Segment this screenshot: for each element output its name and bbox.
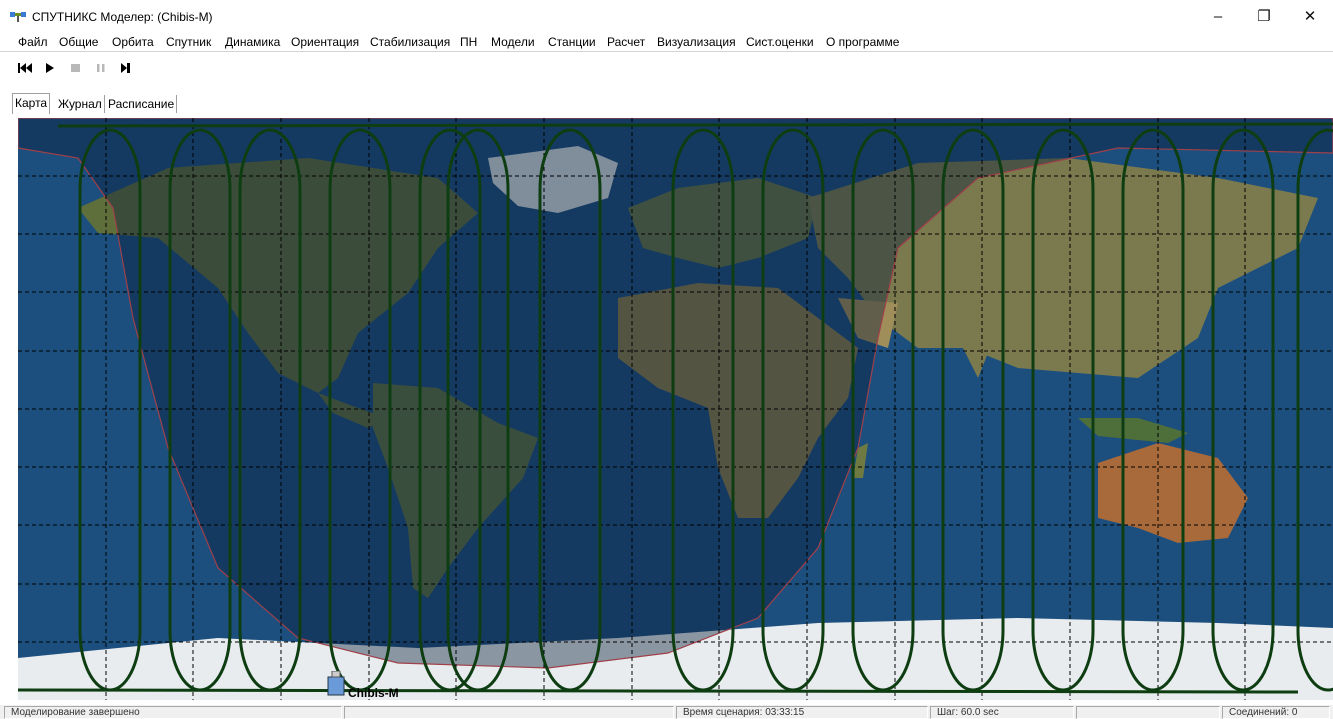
- menu-satellite[interactable]: Спутник: [166, 35, 212, 49]
- menu-system-evaluation[interactable]: Сист.оценки: [746, 35, 814, 49]
- status-connections: Соединений: 0: [1222, 706, 1330, 719]
- europe: [628, 178, 818, 268]
- menu-orientation[interactable]: Ориентация: [291, 35, 360, 49]
- satellite-app-icon: [10, 12, 26, 22]
- menu-dynamics[interactable]: Динамика: [225, 35, 281, 49]
- step-forward-icon[interactable]: [117, 60, 135, 76]
- tab-map[interactable]: Карта: [12, 93, 51, 114]
- menu-visualization[interactable]: Визуализация: [657, 35, 736, 49]
- map-grid: [18, 118, 1333, 700]
- minimize-button[interactable]: –: [1213, 7, 1223, 25]
- madagascar: [853, 443, 868, 478]
- status-cell-empty-2: [1076, 706, 1220, 719]
- india: [948, 318, 998, 378]
- greenland: [488, 146, 618, 213]
- north-america: [78, 158, 478, 393]
- menu-stations[interactable]: Станции: [548, 35, 596, 49]
- tab-strip: Карта Журнал Расписание: [0, 93, 1333, 115]
- ground-track: [18, 122, 1333, 694]
- window-title: СПУТНИКС Моделер: (Chibis-M): [32, 10, 213, 24]
- stop-icon[interactable]: [67, 60, 85, 76]
- menu-about[interactable]: О программе: [826, 35, 900, 49]
- status-cell-empty-1: [344, 706, 674, 719]
- satellite-icon[interactable]: [326, 671, 346, 697]
- maximize-button[interactable]: ❐: [1257, 8, 1271, 25]
- status-bar: Моделирование завершено Время сценария: …: [0, 705, 1333, 719]
- map-canvas: [18, 118, 1333, 700]
- menu-calculation[interactable]: Расчет: [607, 35, 646, 49]
- indonesia: [1078, 418, 1188, 443]
- menu-orbit[interactable]: Орбита: [112, 35, 154, 49]
- asia: [808, 158, 1318, 378]
- tab-schedule[interactable]: Расписание: [106, 95, 178, 113]
- play-icon[interactable]: [41, 60, 59, 76]
- skip-to-start-icon[interactable]: [16, 60, 34, 76]
- menu-general[interactable]: Общие: [59, 35, 99, 49]
- menu-bar: Файл Общие Орбита Спутник Динамика Ориен…: [0, 33, 1333, 52]
- africa: [618, 283, 858, 518]
- toolbar: [0, 56, 1333, 80]
- status-scenario-time: Время сценария: 03:33:15: [676, 706, 928, 719]
- satellite-label: Chibis-M: [348, 686, 399, 700]
- menu-stabilization[interactable]: Стабилизация: [370, 35, 451, 49]
- menu-models[interactable]: Модели: [491, 35, 535, 49]
- menu-file[interactable]: Файл: [18, 35, 48, 49]
- menu-payload[interactable]: ПН: [460, 35, 478, 49]
- tab-journal[interactable]: Журнал: [56, 95, 105, 113]
- status-message: Моделирование завершено: [4, 706, 342, 719]
- status-step: Шаг: 60.0 sec: [930, 706, 1074, 719]
- close-button[interactable]: ✕: [1303, 8, 1317, 25]
- title-bar: СПУТНИКС Моделер: (Chibis-M) – ❐ ✕: [0, 0, 1333, 32]
- pause-icon[interactable]: [92, 60, 110, 76]
- night-shadow: [18, 118, 1333, 669]
- central-america: [318, 393, 388, 428]
- australia: [1098, 443, 1248, 543]
- world-map[interactable]: [18, 118, 1333, 700]
